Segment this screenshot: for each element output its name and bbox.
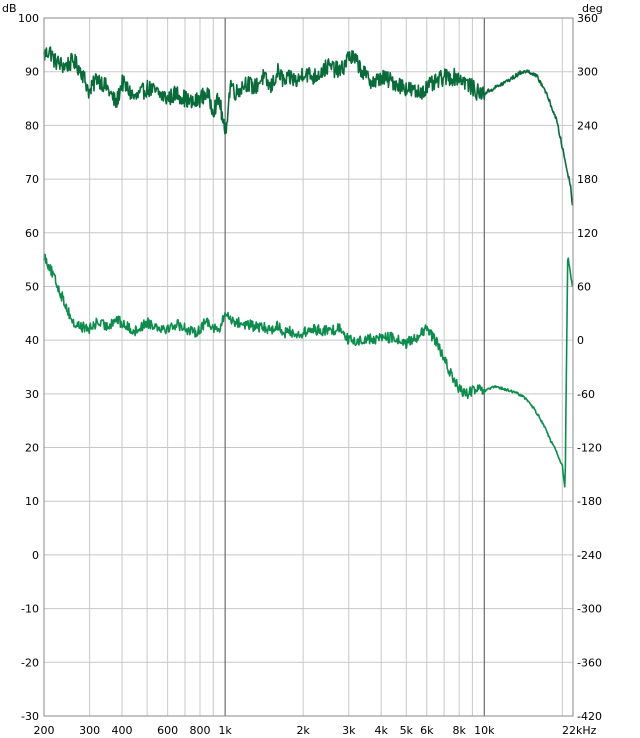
y-left-tick-label-6: 40 [25,334,39,347]
y-left-tick-label-1: 90 [25,66,39,79]
y-right-tick-label-0: 360 [577,12,598,25]
y-left-tick-label-8: 20 [25,442,39,455]
y-right-tick-label-6: 0 [577,334,584,347]
y-left-unit-label: dB [2,2,17,15]
x-tick-label-5: 1k [218,724,232,737]
x-tick-label-4: 800 [190,724,211,737]
y-right-tick-label-12: -360 [577,656,602,669]
y-right-tick-label-7: -60 [577,388,595,401]
x-tick-label-0: 200 [34,724,55,737]
y-left-tick-label-12: -20 [21,656,39,669]
y-right-tick-label-3: 180 [577,173,598,186]
y-right-tick-label-1: 300 [577,66,598,79]
y-right-tick-label-10: -240 [577,549,602,562]
y-left-tick-label-3: 70 [25,173,39,186]
y-right-tick-label-11: -300 [577,603,602,616]
x-tick-label-9: 5k [400,724,414,737]
y-left-tick-label-2: 80 [25,119,39,132]
plot-frame [43,17,574,717]
x-tick-label-13: 22kHz [562,724,597,737]
y-left-tick-label-13: -30 [21,710,39,723]
x-tick-label-6: 2k [296,724,310,737]
axis-labels: dB deg1009080706050403020100-10-20-303603… [2,2,603,737]
y-right-tick-label-2: 240 [577,119,598,132]
y-left-tick-label-10: 0 [32,549,39,562]
y-right-tick-label-13: -420 [577,710,602,723]
series-line-1 [43,253,574,488]
x-tick-label-10: 6k [420,724,434,737]
y-right-tick-label-4: 120 [577,227,598,240]
x-tick-label-7: 3k [342,724,356,737]
x-tick-label-1: 300 [79,724,100,737]
y-left-tick-label-4: 60 [25,227,39,240]
x-tick-label-2: 400 [112,724,133,737]
y-left-tick-label-5: 50 [25,280,39,293]
x-tick-label-8: 4k [374,724,388,737]
y-left-tick-label-11: -10 [21,603,39,616]
x-tick-label-12: 10k [474,724,495,737]
y-left-tick-label-9: 10 [25,495,39,508]
y-right-tick-label-9: -180 [577,495,602,508]
series-layer [43,46,574,488]
y-right-tick-label-5: 60 [577,280,591,293]
x-tick-label-11: 8k [452,724,466,737]
y-left-tick-label-0: 100 [18,12,39,25]
y-left-tick-label-7: 30 [25,388,39,401]
series-line-0 [43,46,574,206]
y-right-tick-label-8: -120 [577,442,602,455]
x-tick-label-3: 600 [157,724,178,737]
y-right-unit-label: deg [582,2,603,15]
